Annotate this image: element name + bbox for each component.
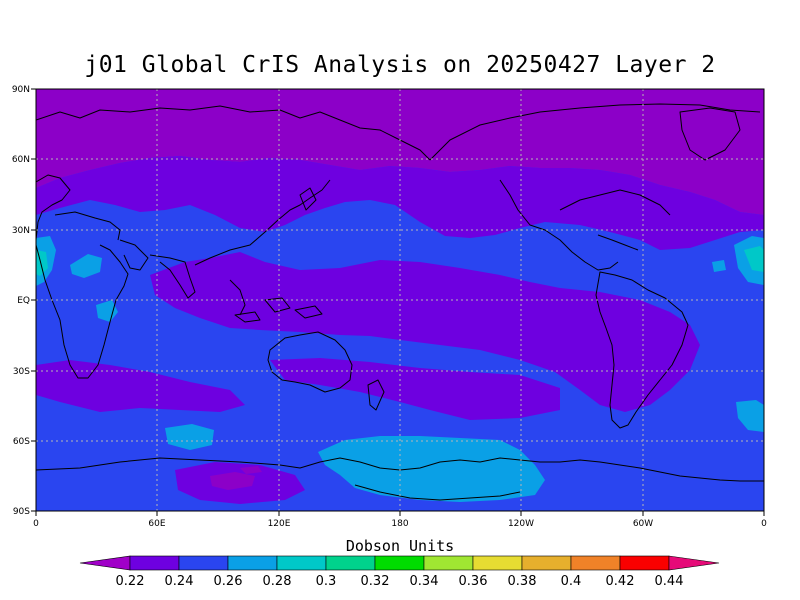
colorbar-tick-label: 0.44 — [655, 574, 684, 589]
lon-label-120e: 120E — [268, 519, 291, 529]
lon-label-0-east: 0 — [761, 519, 767, 529]
colorbar-tick-label: 0.42 — [606, 574, 635, 589]
colorbar-title: Dobson Units — [345, 537, 455, 555]
colorbar-segment — [129, 555, 180, 571]
colorbar-tick-label: 0.26 — [214, 574, 243, 589]
colorbar-labels: 0.22 0.24 0.26 0.28 0.3 0.32 0.34 0.36 0.38 0.4 0.… — [116, 574, 684, 589]
colorbar-segment — [374, 555, 425, 571]
colorbar-segment — [79, 555, 131, 571]
colorbar-segment — [227, 555, 278, 571]
field-purple-antarctic-spot — [240, 466, 262, 474]
colorbar-segment — [668, 555, 720, 571]
field-lightblue-south-indian-ocean — [165, 424, 214, 450]
field-lightblue-caribbean — [712, 260, 726, 272]
field-lightblue-antarctic — [318, 436, 545, 502]
field-lightblue-east-africa — [96, 300, 118, 322]
field-lightblue-arabian — [70, 254, 102, 278]
lat-label-60n: 60N — [12, 155, 30, 165]
lat-label-eq: EQ — [17, 296, 30, 306]
field-cyan-atlantic-east — [744, 246, 764, 272]
colorbar-tick-label: 0.3 — [316, 574, 337, 589]
field-violet-south-atlantic — [36, 360, 245, 412]
colorbar-tick-label: 0.34 — [410, 574, 439, 589]
lat-label-30n: 30N — [12, 226, 30, 236]
lon-label-60w: 60W — [633, 519, 653, 529]
colorbar-segment — [325, 555, 376, 571]
colorbar-tick-label: 0.4 — [561, 574, 582, 589]
field-violet-northern-band — [36, 156, 764, 250]
colorbar-segment — [521, 555, 572, 571]
field-violet-south-indian — [270, 358, 560, 420]
longitude-labels: 0 60E 120E 180 120W 60W 0 — [33, 519, 767, 529]
lat-label-60s: 60S — [13, 437, 30, 447]
colorbar-segment — [619, 555, 670, 571]
colorbar-segment — [276, 555, 327, 571]
field-lightblue-south-atlantic-east — [736, 400, 764, 432]
lat-label-90s: 90S — [13, 507, 30, 517]
colorbar-segment — [570, 555, 621, 571]
field-violet-tropical-band — [150, 252, 700, 412]
colorbar-tick-label: 0.36 — [459, 574, 488, 589]
map-plot-area — [36, 89, 764, 511]
colorbar-tick-label: 0.24 — [165, 574, 194, 589]
colorbar-segment — [423, 555, 474, 571]
colorbar-tick-label: 0.28 — [263, 574, 292, 589]
colorbar-tick-label: 0.38 — [508, 574, 537, 589]
field-purple-antarctic-core — [210, 472, 255, 490]
lon-label-0-west: 0 — [33, 519, 39, 529]
lat-label-30s: 30S — [13, 367, 30, 377]
lon-label-60e: 60E — [148, 519, 165, 529]
map-gridlines — [36, 89, 764, 511]
lat-label-90n: 90N — [12, 85, 30, 95]
lon-label-180: 180 — [391, 519, 408, 529]
map-title: j01 Global CrIS Analysis on 20250427 Lay… — [84, 52, 716, 78]
axis-ticks — [31, 88, 765, 516]
coastlines — [36, 103, 764, 501]
lon-label-120w: 120W — [508, 519, 534, 529]
colorbar-tick-label: 0.32 — [361, 574, 390, 589]
colorbar-segment — [472, 555, 523, 571]
field-purple-arctic — [36, 89, 764, 215]
colorbar-tick-label: 0.22 — [116, 574, 145, 589]
colorbar-segment — [178, 555, 229, 571]
latitude-labels: 90N 60N 30N EQ 30S 60S 90S — [12, 85, 30, 517]
colorbar — [79, 555, 720, 571]
